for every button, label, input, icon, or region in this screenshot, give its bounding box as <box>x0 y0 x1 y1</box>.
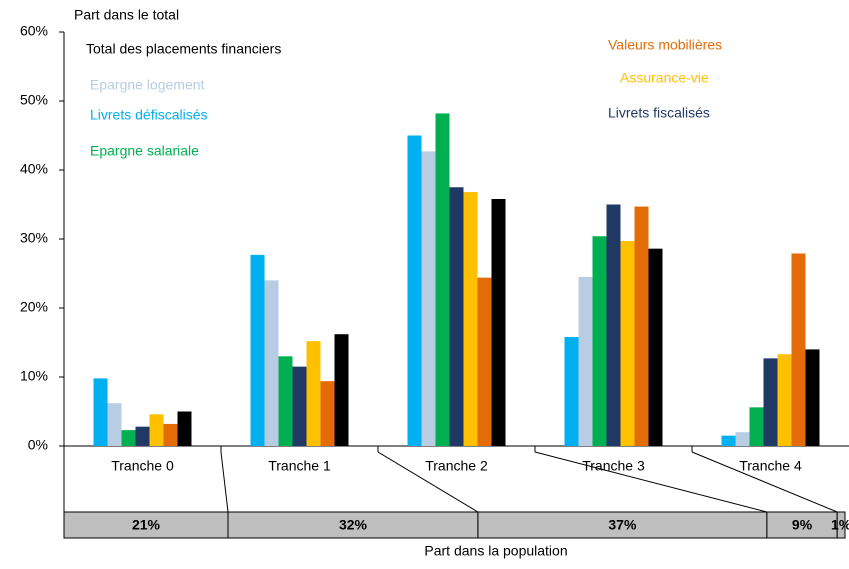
bar <box>805 349 820 446</box>
bar <box>407 135 422 446</box>
bar <box>578 276 593 446</box>
legend-entry: Livrets défiscalisés <box>90 107 208 123</box>
bar <box>320 381 335 446</box>
legend-entry: Valeurs mobilières <box>608 37 722 53</box>
population-segment <box>477 511 768 539</box>
population-label: 9% <box>792 517 813 533</box>
bar <box>463 192 478 446</box>
bar <box>292 366 307 446</box>
x-axis-label: Part dans la population <box>424 543 567 559</box>
x-tick-label: Tranche 3 <box>582 458 645 474</box>
legend-entry: Assurance-vie <box>620 70 709 86</box>
legend-entry: Epargne salariale <box>90 143 199 159</box>
bar <box>163 423 178 446</box>
bar <box>250 254 265 446</box>
legend-entry: Epargne logement <box>90 77 205 93</box>
x-tick-label: Tranche 0 <box>111 458 174 474</box>
y-tick-label: 30% <box>20 230 48 246</box>
y-tick-label: 10% <box>20 368 48 384</box>
population-label: 21% <box>132 517 161 533</box>
bar <box>620 241 635 446</box>
bar <box>477 277 492 446</box>
bar <box>135 426 150 446</box>
bar <box>421 151 436 446</box>
bar <box>592 236 607 446</box>
legend-entry: Livrets fiscalisés <box>608 105 710 121</box>
bar <box>777 354 792 446</box>
population-segment <box>766 511 838 539</box>
bar <box>449 187 464 446</box>
bar <box>491 198 506 446</box>
bar <box>149 414 164 446</box>
population-label: 37% <box>608 517 637 533</box>
bar <box>791 253 806 446</box>
bar <box>749 407 764 446</box>
bar <box>634 206 649 446</box>
bar <box>306 341 321 446</box>
population-segment <box>836 511 846 539</box>
bar <box>763 358 778 446</box>
connector <box>534 451 768 513</box>
legend-entry: Total des placements financiers <box>86 41 281 57</box>
y-axis-label: Part dans le total <box>74 7 179 23</box>
bar <box>121 430 136 446</box>
population-segment <box>227 511 479 539</box>
y-tick-label: 20% <box>20 299 48 315</box>
bar <box>735 432 750 446</box>
bar <box>435 113 450 447</box>
x-tick-label: Tranche 4 <box>739 458 802 474</box>
y-tick-label: 60% <box>20 23 48 39</box>
bar <box>93 378 108 446</box>
bar <box>564 336 579 446</box>
bar <box>107 403 122 446</box>
bar <box>606 204 621 446</box>
connector <box>377 451 479 513</box>
bar <box>648 248 663 446</box>
connector <box>220 451 229 513</box>
x-tick-label: Tranche 1 <box>268 458 331 474</box>
population-label: 32% <box>339 517 368 533</box>
bar <box>264 280 279 446</box>
bar <box>177 411 192 446</box>
bar <box>721 435 736 446</box>
bar <box>278 356 293 446</box>
population-label: 1% <box>831 517 849 533</box>
x-tick-label: Tranche 2 <box>425 458 488 474</box>
y-tick-label: 0% <box>28 437 48 453</box>
connector <box>691 451 838 513</box>
bar <box>334 334 349 446</box>
y-tick-label: 50% <box>20 92 48 108</box>
y-tick-label: 40% <box>20 161 48 177</box>
